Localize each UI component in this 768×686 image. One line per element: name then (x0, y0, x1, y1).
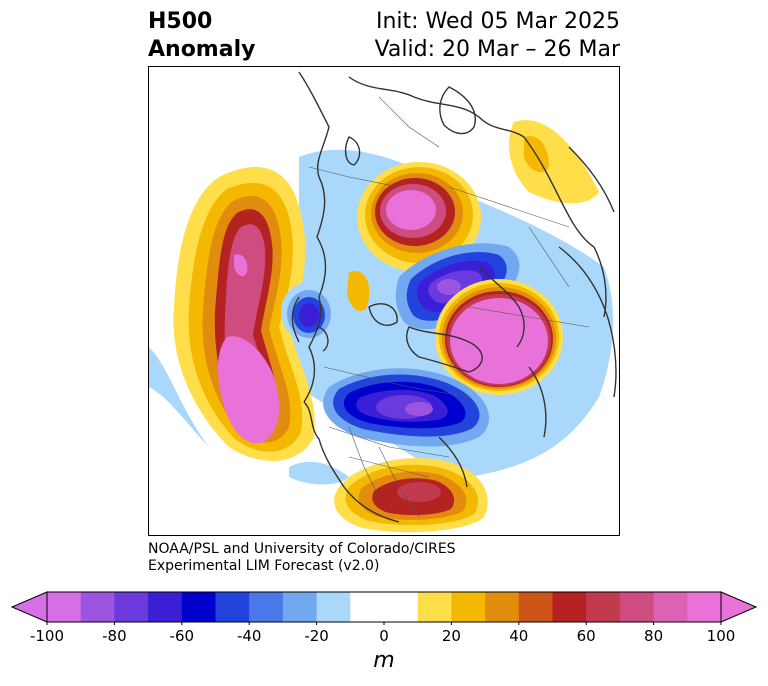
colorbar-arrow-low (10, 591, 48, 623)
colorbar-bin (518, 592, 553, 622)
colorbar-bin (249, 592, 284, 622)
credit-line2: Experimental LIM Forecast (v2.0) (148, 558, 380, 574)
colorbar-bin (586, 592, 621, 622)
init-date: Init: Wed 05 Mar 2025 (375, 9, 620, 34)
anomaly-map (148, 66, 620, 536)
colorbar-tick-label: -80 (102, 627, 127, 645)
credit-line1: NOAA/PSL and University of Colorado/CIRE… (148, 541, 456, 557)
siberia-ridge (435, 279, 563, 395)
colorbar-bin (316, 592, 351, 622)
atlantic-ridge (334, 458, 488, 533)
colorbar-tick-label: -40 (236, 627, 262, 645)
colorbar-bin (215, 592, 250, 622)
forecast-dates: Init: Wed 05 Mar 2025 Valid: 20 Mar – 26… (375, 8, 620, 64)
arctic-low (323, 368, 489, 447)
colorbar-bin (451, 592, 486, 622)
credit-text: NOAA/PSL and University of Colorado/CIRE… (148, 541, 456, 575)
pacific-ridge (173, 167, 315, 461)
colorbar-tick-label: -20 (304, 627, 329, 645)
colorbar-tick-label: -60 (169, 627, 195, 645)
colorbar-bin (485, 592, 520, 622)
colorbar-bin (687, 592, 722, 622)
colorbar (10, 591, 758, 625)
colorbar-tick-label: -100 (29, 627, 65, 645)
map-canvas (149, 71, 617, 533)
colorbar-tick-label: 40 (509, 627, 529, 645)
colorbar-bin (282, 592, 318, 622)
colorbar-bin (181, 592, 216, 622)
asia-ridge (347, 162, 481, 312)
colorbar-tick-label: 80 (644, 627, 664, 645)
colorbar-tick-label: 60 (576, 627, 596, 645)
colorbar-bin (80, 592, 115, 622)
colorbar-bin (552, 592, 587, 622)
pacific-low (281, 282, 337, 342)
borders (308, 96, 590, 518)
colorbar-bin (653, 592, 688, 622)
europe-ridge (509, 120, 599, 204)
title-quantity: Anomaly (148, 37, 256, 62)
map-title: H500 Anomaly (148, 8, 255, 64)
colorbar-bin (619, 592, 655, 622)
colorbar-bin (384, 592, 419, 622)
title-variable: H500 (148, 9, 213, 34)
colorbar-bin (148, 592, 183, 622)
colorbar-bin (417, 592, 452, 622)
colorbar-arrow-high (720, 591, 758, 623)
colorbar-bin (114, 592, 149, 622)
valid-range: Valid: 20 Mar – 26 Mar (374, 37, 620, 62)
colorbar-bin (47, 592, 82, 622)
colorbar-tick-label: 0 (379, 627, 389, 645)
colorbar-tick-label: 100 (706, 627, 736, 645)
coastlines (291, 71, 617, 523)
colorbar-unit: m (373, 648, 395, 673)
colorbar-bin (350, 592, 385, 622)
colorbar-tick-label: 20 (441, 627, 461, 645)
